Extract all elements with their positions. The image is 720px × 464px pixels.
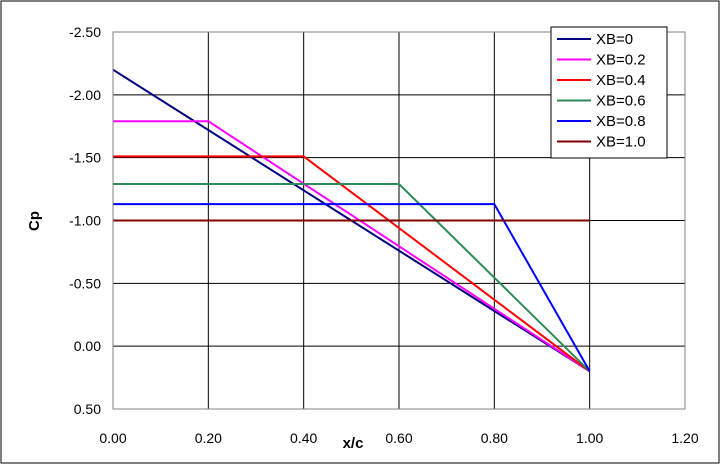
series-line <box>113 183 591 373</box>
x-tick-label: 0.00 <box>99 430 126 446</box>
y-tick-label: 0.50 <box>74 401 101 417</box>
plot-area-border <box>112 31 686 410</box>
x-tick-label: 0.40 <box>290 430 317 446</box>
legend-box <box>550 26 668 159</box>
tick-labels: 0.00 0.20 0.40 0.60 0.80 1.00 1.20 -2.50 -2.00 -1… <box>69 24 699 446</box>
legend-label: XB=0.4 <box>596 72 646 89</box>
y-tick-label: -1.00 <box>69 213 101 229</box>
x-tick-label: 1.00 <box>576 430 603 446</box>
x-axis-title: x/c <box>343 435 364 452</box>
series-layer <box>112 68 591 373</box>
legend-label: XB=0 <box>596 31 633 48</box>
x-tick-label: 0.60 <box>385 430 412 446</box>
y-tick-label: -2.00 <box>69 87 101 103</box>
legend-label: XB=0.2 <box>596 52 646 69</box>
legend: XB=0 XB=0.2 XB=0.4 XB=0.6 XB=0.8 XB=1.0 <box>550 26 668 159</box>
x-tick-label: 0.80 <box>481 430 508 446</box>
y-tick-label: -2.50 <box>69 24 101 40</box>
legend-label: XB=0.6 <box>596 93 646 110</box>
y-tick-label: 0.00 <box>74 338 101 354</box>
x-tick-label: 1.20 <box>671 430 698 446</box>
series-line <box>113 120 591 373</box>
series-line <box>113 155 591 373</box>
y-tick-label: -1.50 <box>69 150 101 166</box>
x-tick-label: 0.20 <box>195 430 222 446</box>
legend-label: XB=0.8 <box>596 113 646 130</box>
y-axis-title: Cp <box>26 211 43 231</box>
series-line <box>113 203 591 372</box>
legend-label: XB=1.0 <box>596 134 646 151</box>
y-tick-label: -0.50 <box>69 275 101 291</box>
